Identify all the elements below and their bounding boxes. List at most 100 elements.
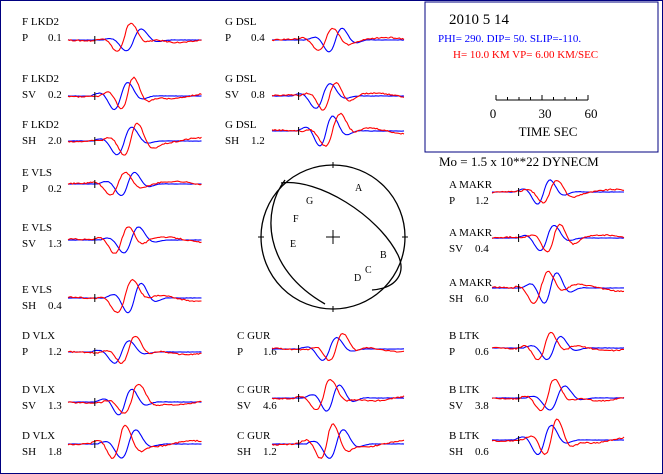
trace-amplitude-label: 1.2	[263, 446, 277, 458]
synthetic-waveform	[67, 226, 202, 254]
trace-phase-label: SV	[237, 400, 251, 412]
observed-waveform	[271, 27, 405, 51]
focal-station-C: C	[365, 265, 372, 276]
synthetic-waveform	[492, 424, 624, 455]
trace-phase-label: SH	[22, 135, 36, 147]
observed-waveform	[67, 226, 202, 254]
event-date: 2010 5 14	[449, 12, 510, 28]
trace-g-dsl-p: G DSL P 0.4	[225, 16, 405, 53]
observed-waveform	[491, 378, 625, 412]
synthetic-waveform	[272, 27, 405, 53]
synthetic-waveform	[67, 28, 202, 52]
trace-phase-label: P	[449, 346, 455, 358]
trace-amplitude-label: 3.8	[475, 400, 489, 412]
trace-amplitude-label: 1.2	[251, 135, 265, 147]
synthetic-waveform	[272, 384, 405, 412]
observed-waveform	[271, 112, 405, 147]
time-tick-30: 30	[539, 106, 552, 121]
trace-amplitude-label: 0.4	[48, 300, 62, 312]
synthetic-waveform	[68, 171, 202, 196]
trace-amplitude-label: 0.4	[251, 32, 265, 44]
trace-phase-label: P	[225, 32, 231, 44]
observed-waveform	[491, 223, 625, 253]
observed-waveform	[67, 22, 202, 52]
trace-amplitude-label: 0.4	[475, 243, 489, 255]
observed-waveform	[491, 180, 625, 204]
observed-waveform	[67, 278, 202, 314]
trace-f-lkd2-sh: F LKD2 SH 2.0	[22, 119, 202, 156]
trace-e-vls-sh: E VLS SH 0.4	[22, 278, 202, 314]
trace-phase-label: P	[22, 32, 28, 44]
trace-e-vls-sv: E VLS SV 1.3	[22, 222, 202, 254]
trace-amplitude-label: 0.1	[48, 32, 62, 44]
time-tick-0: 0	[490, 106, 497, 121]
trace-station-label: G DSL	[225, 73, 257, 85]
trace-f-lkd2-sv: F LKD2 SV 0.2	[22, 73, 202, 111]
trace-station-label: D VLX	[22, 330, 55, 342]
trace-phase-label: P	[237, 346, 243, 358]
event-info-box	[424, 1, 659, 153]
trace-amplitude-label: 1.2	[48, 346, 62, 358]
synthetic-waveform	[271, 83, 405, 109]
synthetic-waveform	[492, 335, 625, 361]
trace-phase-label: SH	[237, 446, 251, 458]
trace-g-dsl-sv: G DSL SV 0.8	[225, 73, 405, 111]
trace-phase-label: SH	[449, 293, 463, 305]
trace-g-dsl-sh: G DSL SH 1.2	[225, 112, 405, 147]
observed-waveform	[67, 122, 202, 156]
trace-station-label: B LTK	[449, 430, 480, 442]
trace-phase-label: SH	[449, 446, 463, 458]
trace-station-label: D VLX	[22, 430, 55, 442]
trace-amplitude-label: 6.0	[475, 293, 489, 305]
trace-b-ltk-p: B LTK P 0.6	[449, 330, 625, 361]
focal-station-D: D	[354, 273, 361, 284]
trace-station-label: A MAKR	[449, 277, 493, 289]
trace-station-label: B LTK	[449, 384, 480, 396]
observed-waveform	[491, 418, 625, 456]
trace-station-label: C GUR	[237, 430, 271, 442]
observed-waveform	[67, 383, 202, 414]
observed-waveform	[67, 424, 202, 459]
trace-phase-label: P	[449, 195, 455, 207]
trace-d-vlx-p: D VLX P 1.2	[22, 330, 202, 364]
trace-station-label: D VLX	[22, 384, 55, 396]
trace-e-vls-p: E VLS P 0.2	[22, 167, 202, 196]
trace-amplitude-label: 4.6	[263, 400, 277, 412]
trace-amplitude-label: 1.3	[48, 400, 62, 412]
synthetic-waveform	[67, 388, 202, 416]
trace-d-vlx-sh: D VLX SH 1.8	[22, 424, 202, 459]
time-scale-bar	[495, 95, 589, 101]
trace-phase-label: SH	[225, 135, 239, 147]
trace-station-label: F LKD2	[22, 16, 59, 28]
trace-station-label: F LKD2	[22, 73, 59, 85]
observed-waveform	[271, 333, 405, 362]
trace-phase-label: SV	[22, 400, 36, 412]
trace-b-ltk-sv: B LTK SV 3.8	[449, 378, 625, 412]
trace-amplitude-label: 0.2	[48, 183, 62, 195]
nodal-plane-2	[280, 181, 402, 291]
observed-waveform	[491, 270, 625, 304]
waveform-panels: F LKD2 P 0.1 F LKD2 SV 0.2 F LKD2 SH 2.0 E VLS P 0.…	[22, 16, 625, 459]
trace-d-vlx-sv: D VLX SV 1.3	[22, 383, 202, 416]
trace-b-ltk-sh: B LTK SH 0.6	[449, 418, 625, 458]
trace-station-label: A MAKR	[449, 179, 493, 191]
depth-velocity-parameters: H= 10.0 KM VP= 6.00 KM/SEC	[453, 49, 598, 61]
seismic-moment: Mo = 1.5 x 10**22 DYNECM	[439, 154, 599, 169]
trace-station-label: E VLS	[22, 284, 52, 296]
trace-amplitude-label: 0.6	[475, 346, 489, 358]
focal-station-E: E	[290, 239, 296, 250]
observed-waveform	[271, 423, 405, 459]
trace-c-gur-sh: C GUR SH 1.2	[237, 423, 405, 459]
trace-amplitude-label: 0.2	[48, 89, 62, 101]
trace-phase-label: SV	[22, 238, 36, 250]
trace-f-lkd2-p: F LKD2 P 0.1	[22, 16, 202, 52]
time-tick-60: 60	[585, 106, 598, 121]
observed-waveform	[271, 379, 405, 411]
observed-waveform	[67, 171, 202, 196]
synthetic-waveform	[68, 340, 202, 364]
trace-station-label: B LTK	[449, 330, 480, 342]
synthetic-waveform	[492, 385, 625, 411]
trace-station-label: C GUR	[237, 384, 271, 396]
